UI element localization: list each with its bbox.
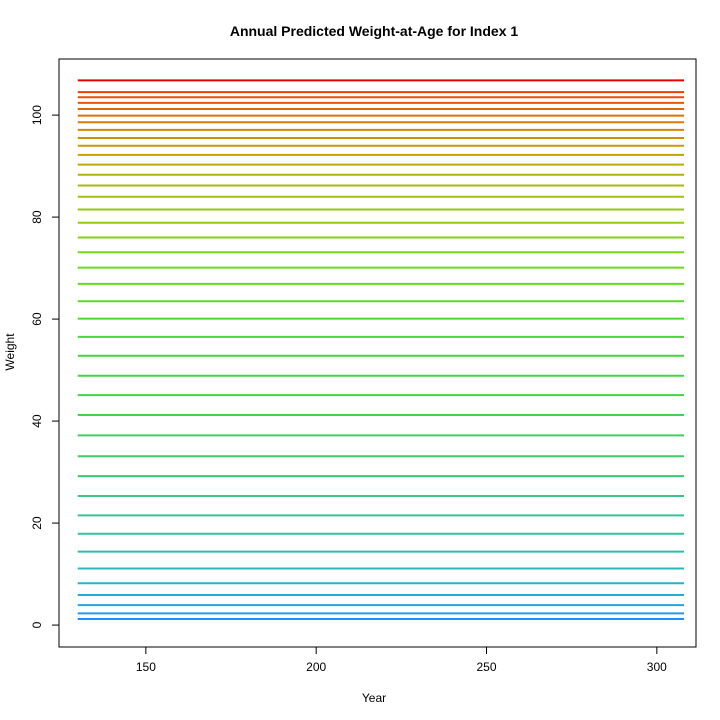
- y-tick-label: 20: [30, 516, 44, 530]
- y-axis: 0 20 40 60 80 100: [30, 105, 59, 628]
- chart-title: Annual Predicted Weight-at-Age for Index…: [230, 23, 519, 39]
- x-axis-label: Year: [362, 691, 386, 705]
- x-tick-label: 200: [306, 660, 326, 674]
- x-axis: 150 200 250 300: [136, 647, 667, 674]
- y-tick-label: 80: [30, 210, 44, 224]
- series-lines: [77, 79, 685, 620]
- y-tick-label: 0: [30, 621, 44, 628]
- x-tick-label: 250: [476, 660, 496, 674]
- y-tick-label: 60: [30, 312, 44, 326]
- x-tick-label: 300: [647, 660, 667, 674]
- x-tick-label: 150: [136, 660, 156, 674]
- y-tick-label: 40: [30, 414, 44, 428]
- plot-frame: [58, 58, 697, 648]
- y-tick-label: 100: [30, 105, 44, 125]
- y-axis-label: Weight: [3, 333, 17, 371]
